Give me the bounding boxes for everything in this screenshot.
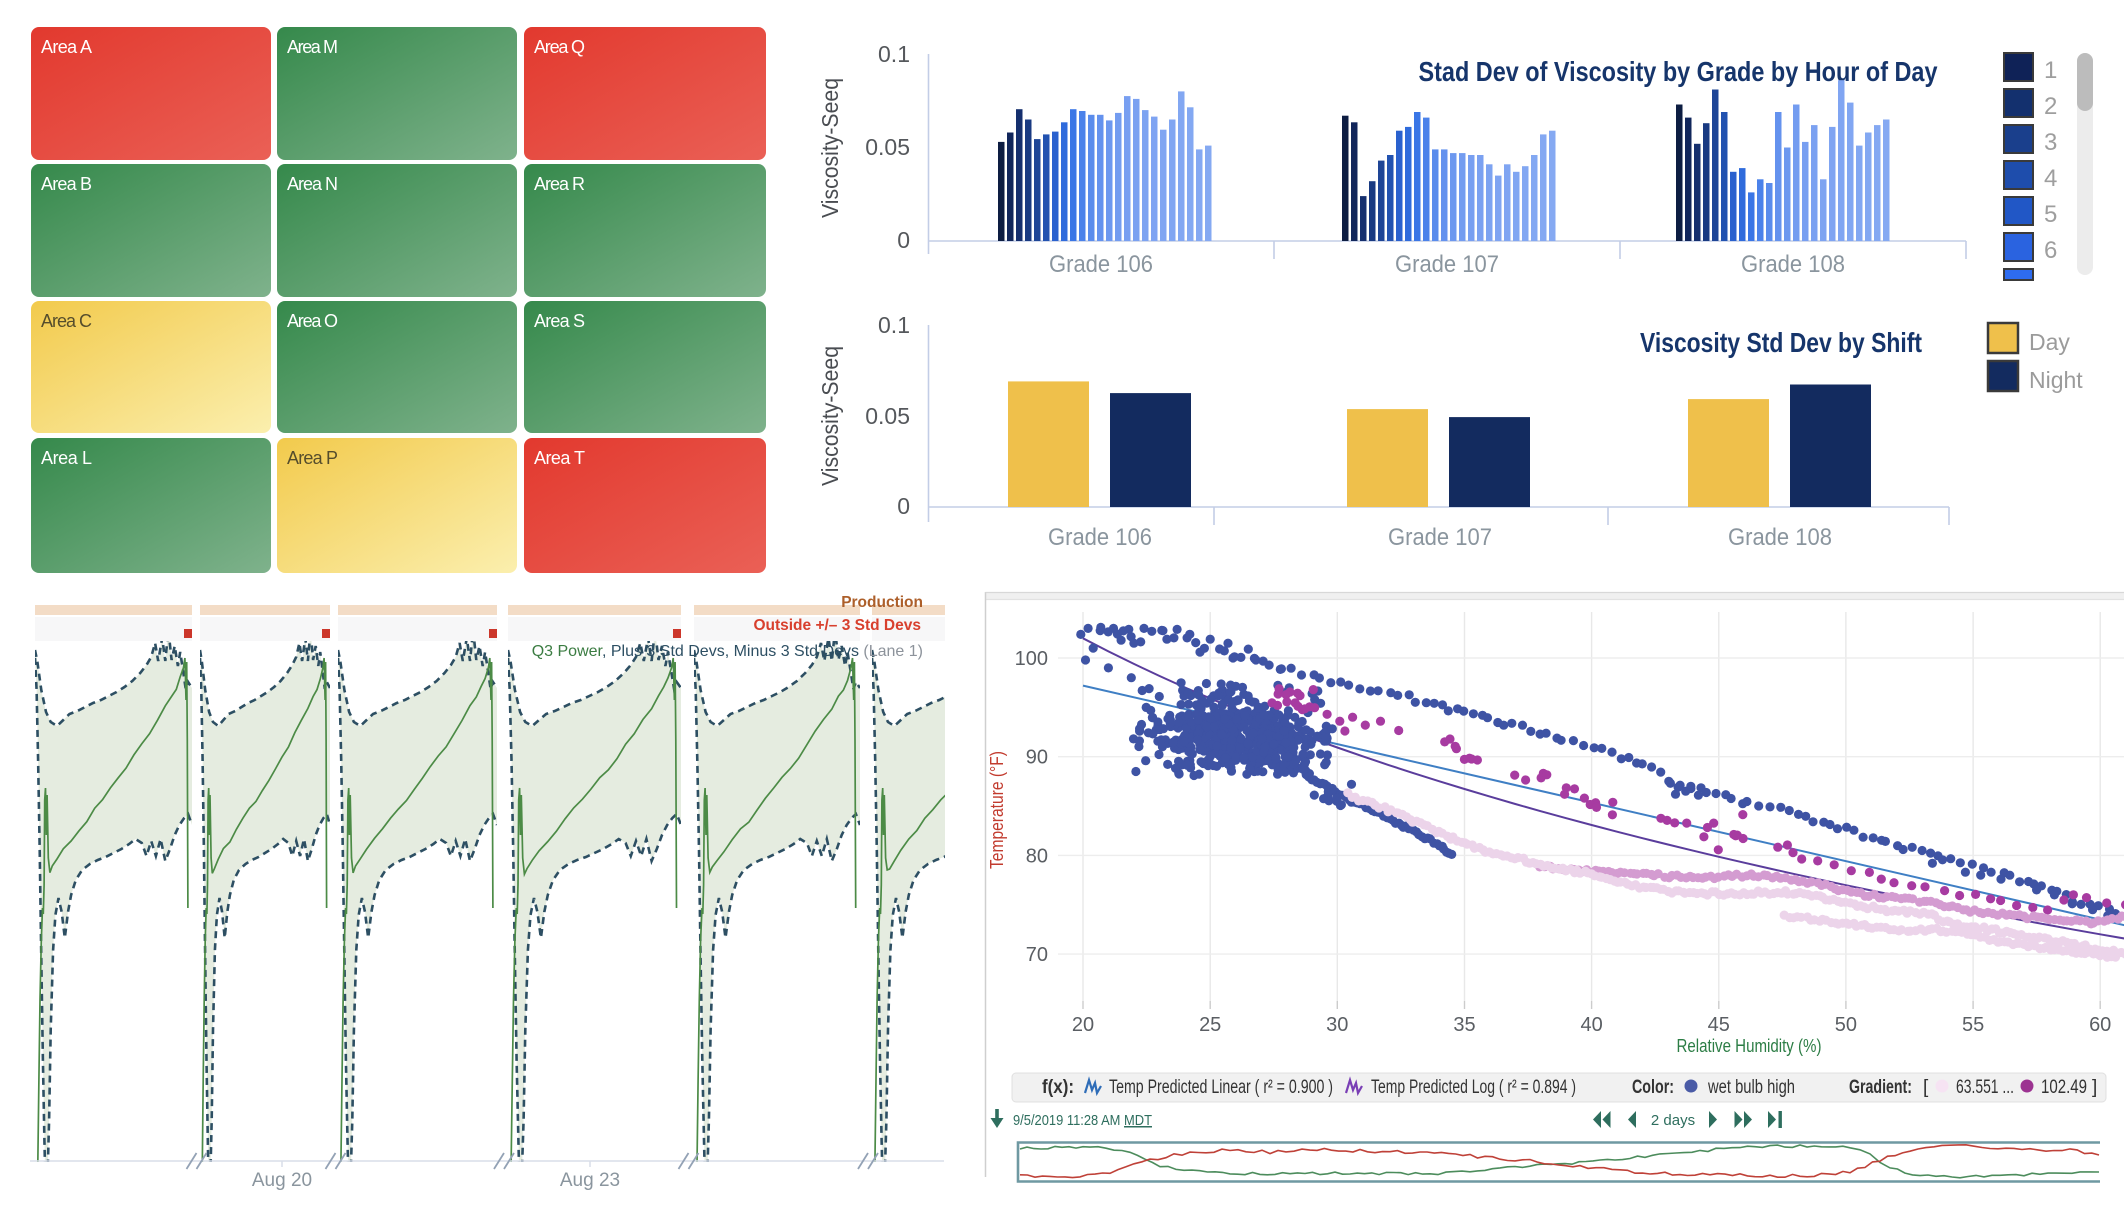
svg-text:Area S: Area S bbox=[534, 311, 585, 331]
svg-text:2 days: 2 days bbox=[1651, 1112, 1695, 1129]
svg-text:Area P: Area P bbox=[287, 448, 338, 468]
svg-text:Aug 20: Aug 20 bbox=[252, 1170, 312, 1191]
svg-text:Area M: Area M bbox=[287, 37, 338, 57]
svg-text:35: 35 bbox=[1453, 1014, 1475, 1036]
svg-text:Area Q: Area Q bbox=[534, 37, 585, 57]
svg-text:0.05: 0.05 bbox=[865, 134, 910, 160]
svg-text:Area L: Area L bbox=[41, 448, 92, 468]
svg-text:63.551 ...: 63.551 ... bbox=[1956, 1077, 2014, 1098]
svg-text:Grade 107: Grade 107 bbox=[1388, 524, 1492, 551]
svg-text:4: 4 bbox=[2044, 165, 2057, 192]
svg-text:Area R: Area R bbox=[534, 174, 585, 194]
svg-text:0.05: 0.05 bbox=[865, 403, 910, 429]
svg-text:3: 3 bbox=[2044, 129, 2057, 156]
svg-text:0: 0 bbox=[897, 493, 910, 519]
svg-text:]: ] bbox=[2092, 1077, 2097, 1098]
svg-text:0.1: 0.1 bbox=[878, 41, 910, 67]
svg-text:50: 50 bbox=[1835, 1014, 1857, 1036]
svg-text:Grade 107: Grade 107 bbox=[1395, 251, 1499, 278]
svg-text:9/5/2019 11:28 AM MDT: 9/5/2019 11:28 AM MDT bbox=[1013, 1112, 1152, 1129]
svg-text:70: 70 bbox=[1026, 944, 1048, 966]
svg-text:Grade 108: Grade 108 bbox=[1741, 251, 1845, 278]
svg-text:Q3 Power, Plus 3 Std Devs, Min: Q3 Power, Plus 3 Std Devs, Minus 3 Std D… bbox=[532, 643, 923, 660]
svg-text:Area C: Area C bbox=[41, 311, 92, 331]
svg-text:Area T: Area T bbox=[534, 448, 585, 468]
svg-text:Viscosity Std Dev by Shift: Viscosity Std Dev by Shift bbox=[1640, 327, 1922, 358]
svg-text:6: 6 bbox=[2044, 237, 2057, 264]
svg-text:Color:: Color: bbox=[1632, 1077, 1674, 1098]
svg-text:Day: Day bbox=[2029, 329, 2070, 355]
svg-text:[: [ bbox=[1923, 1077, 1929, 1098]
svg-text:90: 90 bbox=[1026, 747, 1048, 769]
svg-text:55: 55 bbox=[1962, 1014, 1984, 1036]
svg-text:45: 45 bbox=[1708, 1014, 1730, 1036]
svg-text:Grade 108: Grade 108 bbox=[1728, 524, 1832, 551]
svg-text:Temp Predicted Linear ( r² = 0: Temp Predicted Linear ( r² = 0.900 ) bbox=[1109, 1077, 1333, 1098]
svg-text:Viscosity-Seeq: Viscosity-Seeq bbox=[817, 78, 843, 218]
svg-text:Gradient:: Gradient: bbox=[1849, 1077, 1912, 1098]
svg-text:Grade 106: Grade 106 bbox=[1048, 524, 1152, 551]
svg-text:Relative Humidity (%): Relative Humidity (%) bbox=[1677, 1036, 1822, 1056]
svg-text:wet bulb high: wet bulb high bbox=[1707, 1077, 1795, 1098]
svg-text:5: 5 bbox=[2044, 201, 2057, 228]
svg-text:Temperature (°F): Temperature (°F) bbox=[987, 751, 1007, 869]
svg-text:Aug 23: Aug 23 bbox=[560, 1170, 620, 1191]
svg-text:100: 100 bbox=[1015, 648, 1048, 670]
svg-text:Grade 106: Grade 106 bbox=[1049, 251, 1153, 278]
svg-text:Temp Predicted Log ( r² = 0.89: Temp Predicted Log ( r² = 0.894 ) bbox=[1371, 1077, 1576, 1098]
svg-text:1: 1 bbox=[2044, 57, 2057, 84]
svg-text:Area A: Area A bbox=[41, 37, 92, 57]
svg-text:102.49: 102.49 bbox=[2041, 1077, 2087, 1098]
svg-text:0: 0 bbox=[897, 227, 910, 253]
svg-text:30: 30 bbox=[1326, 1014, 1348, 1036]
svg-text:Viscosity-Seeq: Viscosity-Seeq bbox=[817, 346, 843, 486]
svg-text:Night: Night bbox=[2029, 367, 2083, 393]
svg-text:60: 60 bbox=[2089, 1014, 2111, 1036]
svg-text:0.1: 0.1 bbox=[878, 312, 910, 338]
svg-text:f(x):: f(x): bbox=[1042, 1077, 1074, 1098]
svg-text:Area N: Area N bbox=[287, 174, 338, 194]
svg-text:Stad Dev of Viscosity by Grade: Stad Dev of Viscosity by Grade by Hour o… bbox=[1419, 56, 1938, 87]
svg-text:Area O: Area O bbox=[287, 311, 338, 331]
svg-text:25: 25 bbox=[1199, 1014, 1221, 1036]
svg-text:Production: Production bbox=[841, 594, 923, 611]
svg-text:2: 2 bbox=[2044, 93, 2057, 120]
svg-text:Outside +/– 3 Std Devs: Outside +/– 3 Std Devs bbox=[753, 617, 921, 634]
svg-text:80: 80 bbox=[1026, 845, 1048, 867]
svg-text:20: 20 bbox=[1072, 1014, 1094, 1036]
svg-text:Area B: Area B bbox=[41, 174, 92, 194]
svg-text:40: 40 bbox=[1580, 1014, 1602, 1036]
